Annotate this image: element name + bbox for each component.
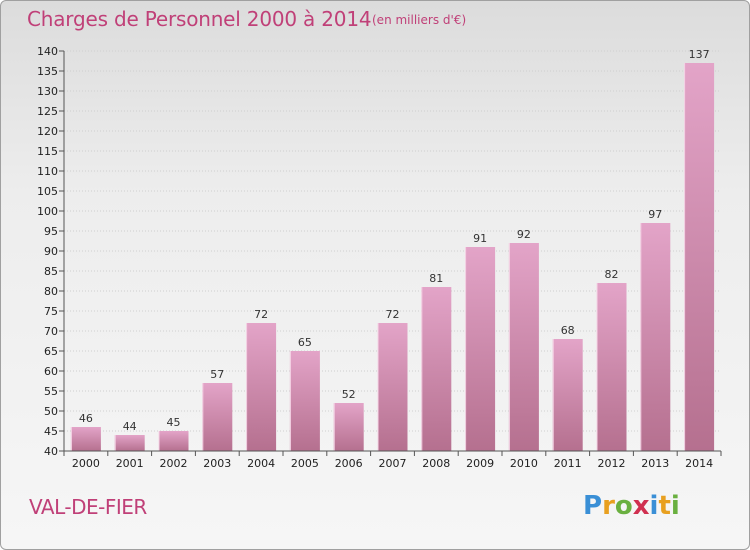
y-tick-label: 115: [37, 145, 58, 158]
x-tick-label: 2001: [116, 457, 144, 470]
bar: [465, 247, 496, 451]
logo-letter: o: [614, 491, 633, 521]
logo-letter: P: [583, 491, 603, 521]
y-tick-label: 55: [44, 385, 58, 398]
y-tick-label: 80: [44, 285, 58, 298]
chart-title: Charges de Personnel 2000 à 2014: [27, 7, 372, 31]
value-label: 44: [123, 420, 137, 433]
x-tick-label: 2007: [379, 457, 407, 470]
x-tick-label: 2008: [422, 457, 450, 470]
value-label: 72: [254, 308, 268, 321]
logo-letter: i: [649, 491, 659, 521]
x-tick-label: 2012: [598, 457, 626, 470]
logo-letter: i: [670, 491, 680, 521]
x-tick-label: 2004: [247, 457, 275, 470]
x-tick-label: 2011: [554, 457, 582, 470]
value-label: 57: [210, 368, 224, 381]
logo-letter: t: [658, 491, 671, 521]
x-tick-label: 2014: [685, 457, 713, 470]
value-label: 97: [648, 208, 662, 221]
bar: [70, 427, 101, 451]
y-tick-label: 105: [37, 185, 58, 198]
bar: [114, 435, 145, 451]
bar: [333, 403, 364, 451]
bar: [158, 431, 189, 451]
x-tick-label: 2009: [466, 457, 494, 470]
y-tick-label: 125: [37, 105, 58, 118]
y-tick-label: 65: [44, 345, 58, 358]
x-tick-label: 2003: [203, 457, 231, 470]
bar: [377, 323, 408, 451]
x-axis: 2000 2001 2002 2003 2004 2005 2006 2007 2008 2009…: [63, 450, 722, 470]
y-tick-label: 100: [37, 205, 58, 218]
x-tick-label: 2005: [291, 457, 319, 470]
y-tick-label: 110: [37, 165, 58, 178]
y-tick-label: 85: [44, 265, 58, 278]
logo-letter: x: [632, 491, 650, 521]
y-tick-label: 40: [44, 445, 58, 458]
x-tick-label: 2013: [641, 457, 669, 470]
y-tick-label: 140: [37, 45, 58, 58]
y-axis: 40 45 50 55 60 65 70 75 80 85 90 95 100 105 110 115 120 1…: [37, 45, 65, 458]
bar: [421, 287, 452, 451]
y-tick-label: 130: [37, 85, 58, 98]
y-tick-label: 70: [44, 325, 58, 338]
y-tick-label: 135: [37, 65, 58, 78]
x-tick-label: 2010: [510, 457, 538, 470]
bars: 46 44 45 57 72 65 52 72 81 91 92 68 82 97 137: [70, 48, 715, 451]
unit-note: (en milliers d'€): [372, 13, 467, 27]
value-label: 137: [689, 48, 710, 61]
value-label: 45: [167, 416, 181, 429]
bar: [246, 323, 277, 451]
x-tick-label: 2006: [335, 457, 363, 470]
logo-letter: r: [602, 491, 615, 521]
y-tick-label: 45: [44, 425, 58, 438]
bar: [596, 283, 627, 451]
y-tick-label: 50: [44, 405, 58, 418]
x-tick-label: 2002: [160, 457, 188, 470]
y-tick-label: 75: [44, 305, 58, 318]
bar: [640, 223, 671, 451]
value-label: 81: [429, 272, 443, 285]
y-tick-label: 120: [37, 125, 58, 138]
proxiti-logo: Proxiti: [583, 491, 680, 521]
commune-name: VAL-DE-FIER: [29, 495, 147, 519]
y-tick-label: 60: [44, 365, 58, 378]
bar: [289, 351, 320, 451]
bar: [508, 243, 539, 451]
y-tick-label: 95: [44, 225, 58, 238]
value-label: 65: [298, 336, 312, 349]
value-label: 91: [473, 232, 487, 245]
value-label: 82: [605, 268, 619, 281]
y-tick-label: 90: [44, 245, 58, 258]
bar: [202, 383, 233, 451]
value-label: 92: [517, 228, 531, 241]
value-label: 72: [386, 308, 400, 321]
x-tick-label: 2000: [72, 457, 100, 470]
value-label: 52: [342, 388, 356, 401]
value-label: 46: [79, 412, 93, 425]
bar: [684, 63, 715, 451]
bar: [552, 339, 583, 451]
value-label: 68: [561, 324, 575, 337]
